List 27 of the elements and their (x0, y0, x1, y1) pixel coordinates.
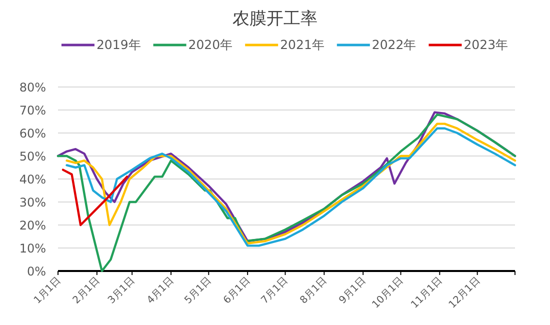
x-tick-label: 9月1日 (337, 275, 368, 306)
x-tick-label: 10月1日 (370, 275, 406, 311)
y-tick-label: 80% (19, 80, 46, 94)
x-tick-label: 6月1日 (222, 275, 253, 306)
y-tick-label: 50% (19, 150, 46, 164)
y-tick-label: 30% (19, 196, 46, 210)
y-tick-label: 70% (19, 104, 46, 118)
line-series (62, 168, 128, 226)
legend-label: 2023年 (464, 37, 509, 52)
x-tick-label: 11月1日 (409, 275, 445, 311)
legend-label: 2020年 (188, 37, 234, 52)
x-tick-label: 2月1日 (71, 275, 102, 306)
x-tick-label: 12月1日 (447, 275, 482, 311)
y-tick-label: 40% (19, 172, 46, 186)
legend-label: 2019年 (96, 37, 142, 52)
legend-label: 2021年 (280, 37, 325, 52)
x-tick-label: 8月1日 (298, 275, 330, 306)
y-tick-label: 10% (19, 242, 46, 256)
x-tick-label: 7月1日 (259, 275, 290, 306)
y-tick-label: 60% (19, 126, 46, 140)
x-tick-label: 4月1日 (145, 275, 176, 306)
x-tick-label: 3月1日 (106, 275, 138, 306)
chart-title: 农膜开工率 (232, 9, 318, 29)
y-tick-label: 20% (19, 218, 46, 232)
x-tick-label: 5月1日 (182, 275, 214, 306)
line-series (56, 114, 516, 272)
legend-label: 2022年 (372, 37, 417, 52)
